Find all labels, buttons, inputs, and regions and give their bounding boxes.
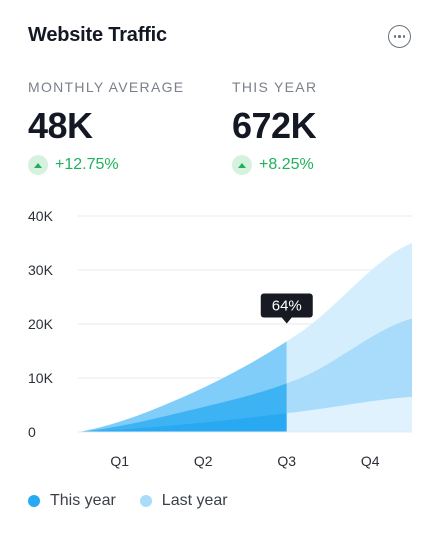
stat-value: 48K — [28, 105, 93, 146]
chart-legend: This year Last year — [28, 492, 252, 510]
legend-item-last-year[interactable]: Last year — [139, 492, 228, 510]
y-tick-label: 20K — [28, 316, 54, 332]
y-tick-label: 0 — [28, 424, 36, 440]
tooltip-box — [260, 293, 313, 318]
dot — [393, 35, 397, 38]
card-title: Website Traffic — [28, 24, 167, 46]
arrow-up-icon — [232, 155, 252, 175]
dot — [402, 35, 406, 38]
tooltip-label: 64% — [272, 298, 302, 315]
stat-label: MONTHLY AVERAGE — [28, 79, 185, 95]
stat-label: THIS YEAR — [232, 79, 318, 95]
series-area-faded-2 — [286, 396, 412, 432]
legend-item-this-year[interactable]: This year — [28, 492, 116, 510]
stat-value: 672K — [232, 105, 317, 146]
x-tick-label: Q2 — [194, 453, 213, 469]
dot — [398, 35, 401, 38]
y-tick-label: 10K — [28, 370, 54, 386]
stat-change: +8.25% — [232, 155, 317, 175]
arrow-up-icon — [28, 155, 48, 175]
traffic-area-chart: 0 10K 20K 30K 40K Q1 Q2 Q3 Q4 64% — [28, 208, 412, 469]
legend-label: Last year — [161, 492, 228, 509]
x-tick-label: Q1 — [110, 453, 129, 469]
monthly-average-stat: MONTHLY AVERAGE 48K +12.75% — [28, 79, 184, 175]
legend-label: This year — [50, 492, 116, 509]
change-percent: +12.75% — [55, 156, 119, 173]
stat-change: +12.75% — [28, 155, 184, 175]
y-tick-label: 40K — [28, 208, 54, 224]
more-options-icon[interactable] — [388, 25, 411, 48]
series-area-2 — [78, 413, 287, 432]
x-tick-label: Q3 — [277, 453, 296, 469]
y-tick-label: 30K — [28, 262, 54, 278]
change-percent: +8.25% — [259, 156, 314, 173]
this-year-stat: THIS YEAR 672K +8.25% — [232, 79, 317, 175]
tooltip-pointer — [281, 317, 292, 324]
legend-swatch — [28, 495, 40, 507]
x-tick-label: Q4 — [361, 453, 380, 469]
legend-swatch — [139, 495, 152, 507]
